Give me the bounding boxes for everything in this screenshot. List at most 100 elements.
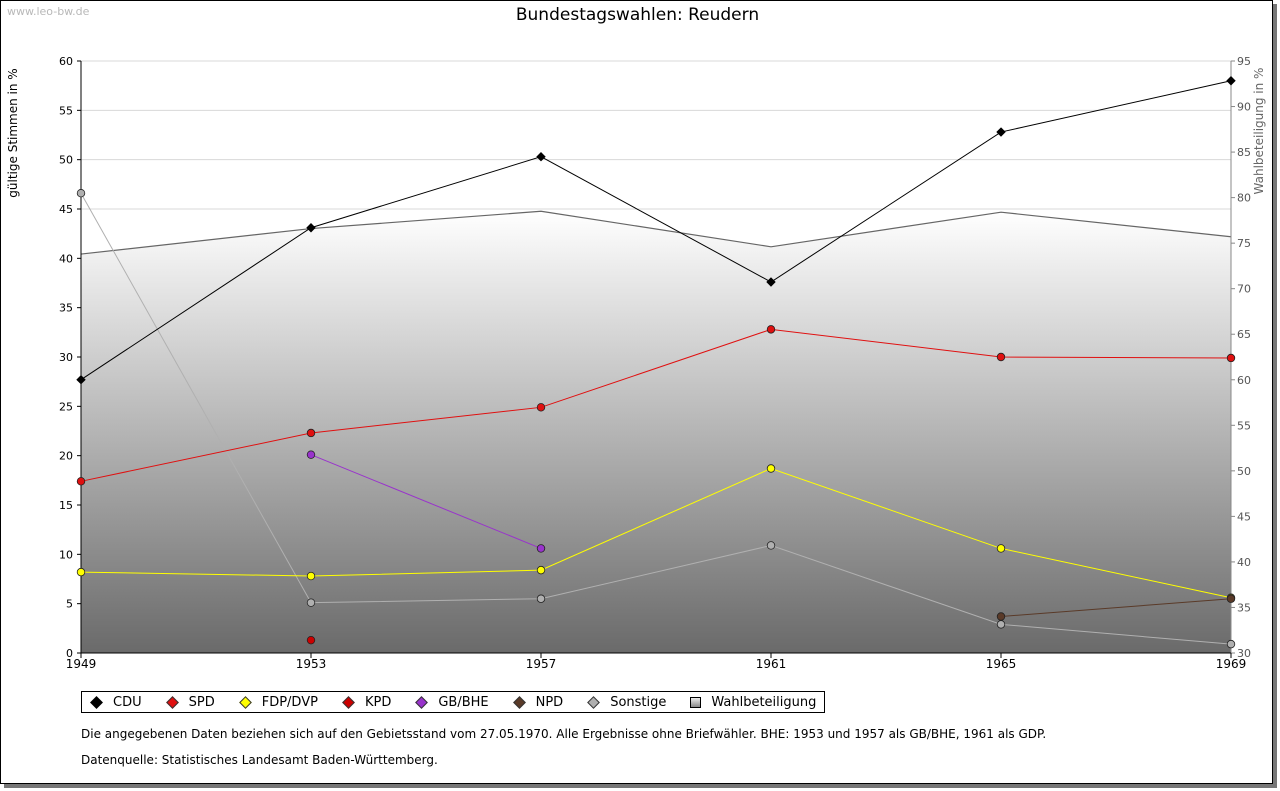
point-spd [306, 428, 316, 438]
y-tick-label: 35 [59, 302, 73, 315]
legend-label: GB/BHE [438, 694, 489, 710]
x-tick-label: 1961 [756, 657, 787, 671]
y-tick-label: 50 [59, 154, 73, 167]
point-spd [76, 477, 86, 486]
point-sonstige [76, 189, 86, 198]
point-sonstige [306, 598, 316, 607]
legend-item: GB/BHE [413, 694, 489, 710]
point-spd [996, 352, 1006, 362]
legend-item: Wahlbeteiligung [688, 695, 816, 710]
legend-label: CDU [113, 694, 142, 710]
y2-tick-label: 55 [1237, 419, 1251, 432]
y-axis-label: gültige Stimmen in % [6, 68, 20, 197]
legend-item: SPD [164, 695, 215, 710]
point-spd [766, 325, 776, 334]
turnout-area-layer [80, 210, 1232, 653]
point-kpd [306, 635, 316, 645]
footnote: Die angegebenen Daten beziehen sich auf … [81, 727, 1047, 741]
point-cdu [766, 277, 776, 287]
y-tick-label: 10 [59, 548, 73, 561]
x-tick-label: 1965 [986, 657, 1017, 671]
legend-swatch [512, 695, 526, 709]
y2-tick-label: 45 [1237, 510, 1251, 523]
point-fdp-dvp [996, 544, 1006, 553]
y2-tick-label: 70 [1237, 283, 1251, 296]
point-cdu [306, 223, 316, 233]
chart-title: Bundestagswahlen: Reudern [515, 5, 760, 25]
point-fdp-dvp [536, 565, 546, 575]
y2-tick-label: 50 [1237, 465, 1251, 478]
legend-swatch [165, 695, 179, 709]
point-npd [1226, 594, 1236, 603]
y2-tick-label: 80 [1237, 192, 1251, 205]
point-gb-bhe [536, 544, 546, 553]
point-sonstige [766, 541, 776, 550]
point-sonstige [1226, 639, 1236, 649]
legend-item: FDP/DVP [237, 695, 318, 710]
series-line-sonstige [80, 192, 1232, 645]
y-tick-label: 20 [59, 450, 73, 463]
y2-tick-label: 85 [1237, 146, 1251, 159]
x-tick-label: 1957 [526, 657, 557, 671]
legend-label: Wahlbeteiligung [711, 694, 817, 710]
legend-label: SPD [188, 694, 215, 710]
point-fdp-dvp [76, 567, 86, 577]
axis-layer: 0 5 10 15 20 25 30 35 40 45 50 55 60 30 35 40 45 50 55 60 65… [59, 55, 1251, 671]
legend-label: Sonstige [610, 694, 667, 710]
y-tick-label: 30 [59, 351, 73, 364]
legend-swatch [415, 695, 429, 709]
x-tick-label: 1953 [296, 657, 327, 671]
legend-swatch [90, 695, 103, 709]
data-source: Datenquelle: Statistisches Landesamt Bad… [81, 753, 438, 767]
y2-tick-label: 95 [1237, 55, 1251, 68]
series-line-npd [1000, 598, 1232, 617]
y-tick-label: 45 [59, 203, 73, 216]
y2-tick-label: 90 [1237, 101, 1251, 114]
y2-tick-label: 30 [1237, 647, 1251, 660]
point-spd [536, 403, 546, 412]
y-tick-label: 5 [66, 598, 73, 611]
watermark: www.leo-bw.de [7, 5, 90, 18]
point-cdu [1226, 76, 1236, 86]
series-line-cdu [80, 80, 1232, 381]
x-tick-label: 1969 [1216, 657, 1247, 671]
point-fdp-dvp [306, 571, 316, 581]
y-tick-label: 55 [59, 104, 73, 117]
y2-axis-label: Wahlbeteiligung in % [1252, 68, 1266, 195]
legend-swatch [587, 695, 601, 709]
y-tick-label: 60 [59, 55, 73, 68]
y2-tick-label: 40 [1237, 556, 1251, 569]
legend-item: KPD [340, 695, 391, 710]
legend-item: NPD [511, 694, 564, 710]
legend: CDU SPD FDP/DVP KPD GB/BHE NPD Sonstige Wahlbet… [81, 691, 826, 713]
series-line-fdp-dvp [80, 467, 1232, 599]
legend-label: FDP/DVP [261, 694, 318, 710]
turnout-line [80, 210, 1232, 255]
legend-label: NPD [535, 694, 564, 710]
point-npd [996, 612, 1006, 621]
series-layer [76, 76, 1236, 649]
point-fdp-dvp [766, 464, 776, 473]
x-tick-label: 1949 [66, 657, 97, 671]
series-line-gb-bhe [310, 454, 542, 549]
turnout-area [81, 211, 1231, 653]
point-cdu [76, 374, 86, 385]
y2-tick-label: 35 [1237, 601, 1251, 614]
point-gb-bhe [306, 450, 316, 459]
point-sonstige [996, 620, 1006, 629]
point-cdu [536, 151, 546, 162]
y2-tick-label: 75 [1237, 237, 1251, 250]
legend-label: KPD [364, 694, 392, 710]
chart-plot: 0 5 10 15 20 25 30 35 40 45 50 55 60 30 35 40 45 50 55 60 65… [6, 55, 1266, 671]
y-tick-label: 0 [66, 647, 73, 660]
y2-tick-label: 60 [1237, 374, 1251, 387]
y-tick-label: 15 [59, 499, 73, 512]
legend-item: CDU [88, 695, 142, 710]
legend-swatch-box [690, 696, 702, 708]
legend-swatch [342, 695, 355, 709]
point-spd [1226, 353, 1236, 363]
y-tick-label: 40 [59, 252, 73, 265]
y-tick-label: 25 [59, 400, 73, 413]
point-sonstige [536, 594, 546, 603]
